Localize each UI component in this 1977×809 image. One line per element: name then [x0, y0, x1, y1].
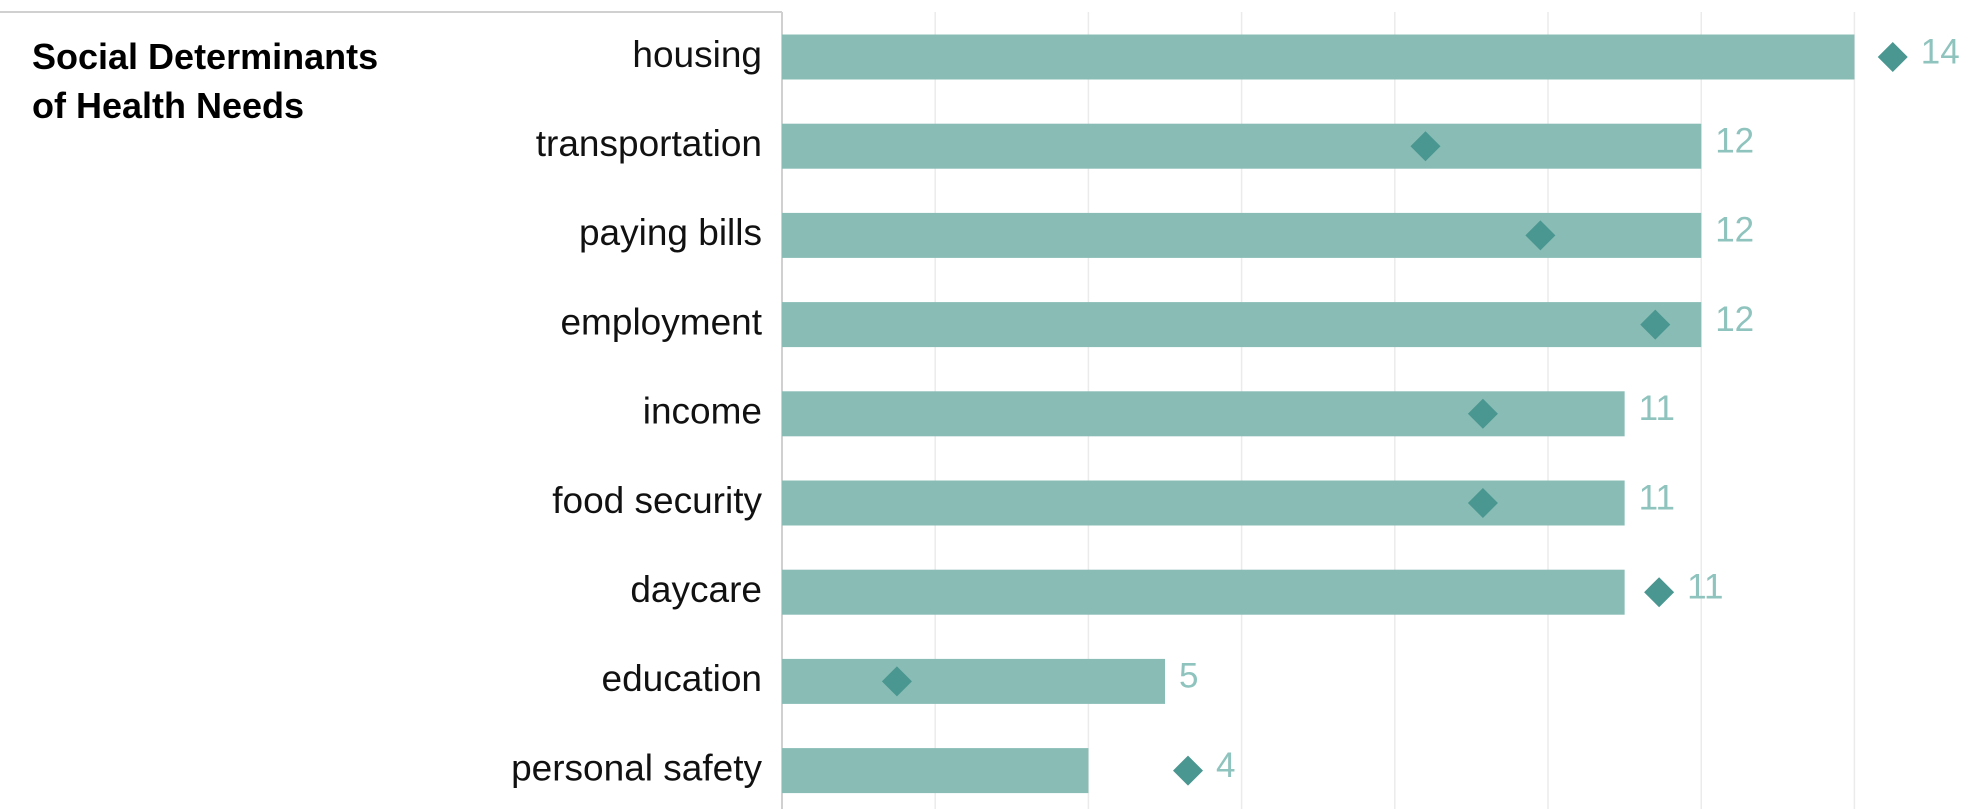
bar	[782, 658, 1166, 704]
value-label: 4	[1216, 746, 1235, 785]
diamond-marker	[1410, 131, 1441, 162]
y-tick-label: personal safety	[511, 747, 762, 788]
diamond-marker	[1172, 755, 1203, 786]
diamond-marker	[1467, 488, 1498, 518]
y-tick-label: food security	[552, 480, 762, 521]
bar	[782, 123, 1702, 169]
value-label: 14	[1921, 32, 1960, 71]
value-label: 11	[1687, 567, 1723, 606]
value-label: 11	[1639, 478, 1675, 517]
y-tick-label: housing	[632, 34, 762, 75]
bar	[782, 302, 1702, 348]
diamond-marker	[1525, 220, 1556, 251]
bar	[782, 34, 1855, 80]
bar	[782, 748, 1089, 794]
diamond-marker	[1640, 309, 1671, 340]
diamond-marker	[881, 666, 912, 697]
chart-title: Social Determinants of Health Needs	[32, 36, 379, 126]
value-label: 12	[1715, 121, 1754, 160]
value-label: 11	[1639, 389, 1675, 428]
y-tick-label: transportation	[536, 123, 762, 164]
y-tick-label: income	[643, 391, 762, 432]
bar	[782, 391, 1625, 437]
bar	[782, 480, 1625, 526]
value-label: 12	[1715, 300, 1754, 339]
bar	[782, 212, 1702, 258]
diamond-marker	[1877, 42, 1908, 72]
y-tick-label: education	[602, 658, 762, 699]
y-tick-label: paying bills	[579, 212, 762, 253]
bar	[782, 569, 1625, 615]
diamond-marker	[1644, 577, 1675, 608]
y-tick-label: employment	[560, 301, 762, 342]
value-label: 5	[1179, 657, 1198, 696]
value-label: 12	[1715, 211, 1754, 250]
diamond-marker	[1467, 398, 1498, 429]
y-tick-label: daycare	[630, 569, 762, 610]
